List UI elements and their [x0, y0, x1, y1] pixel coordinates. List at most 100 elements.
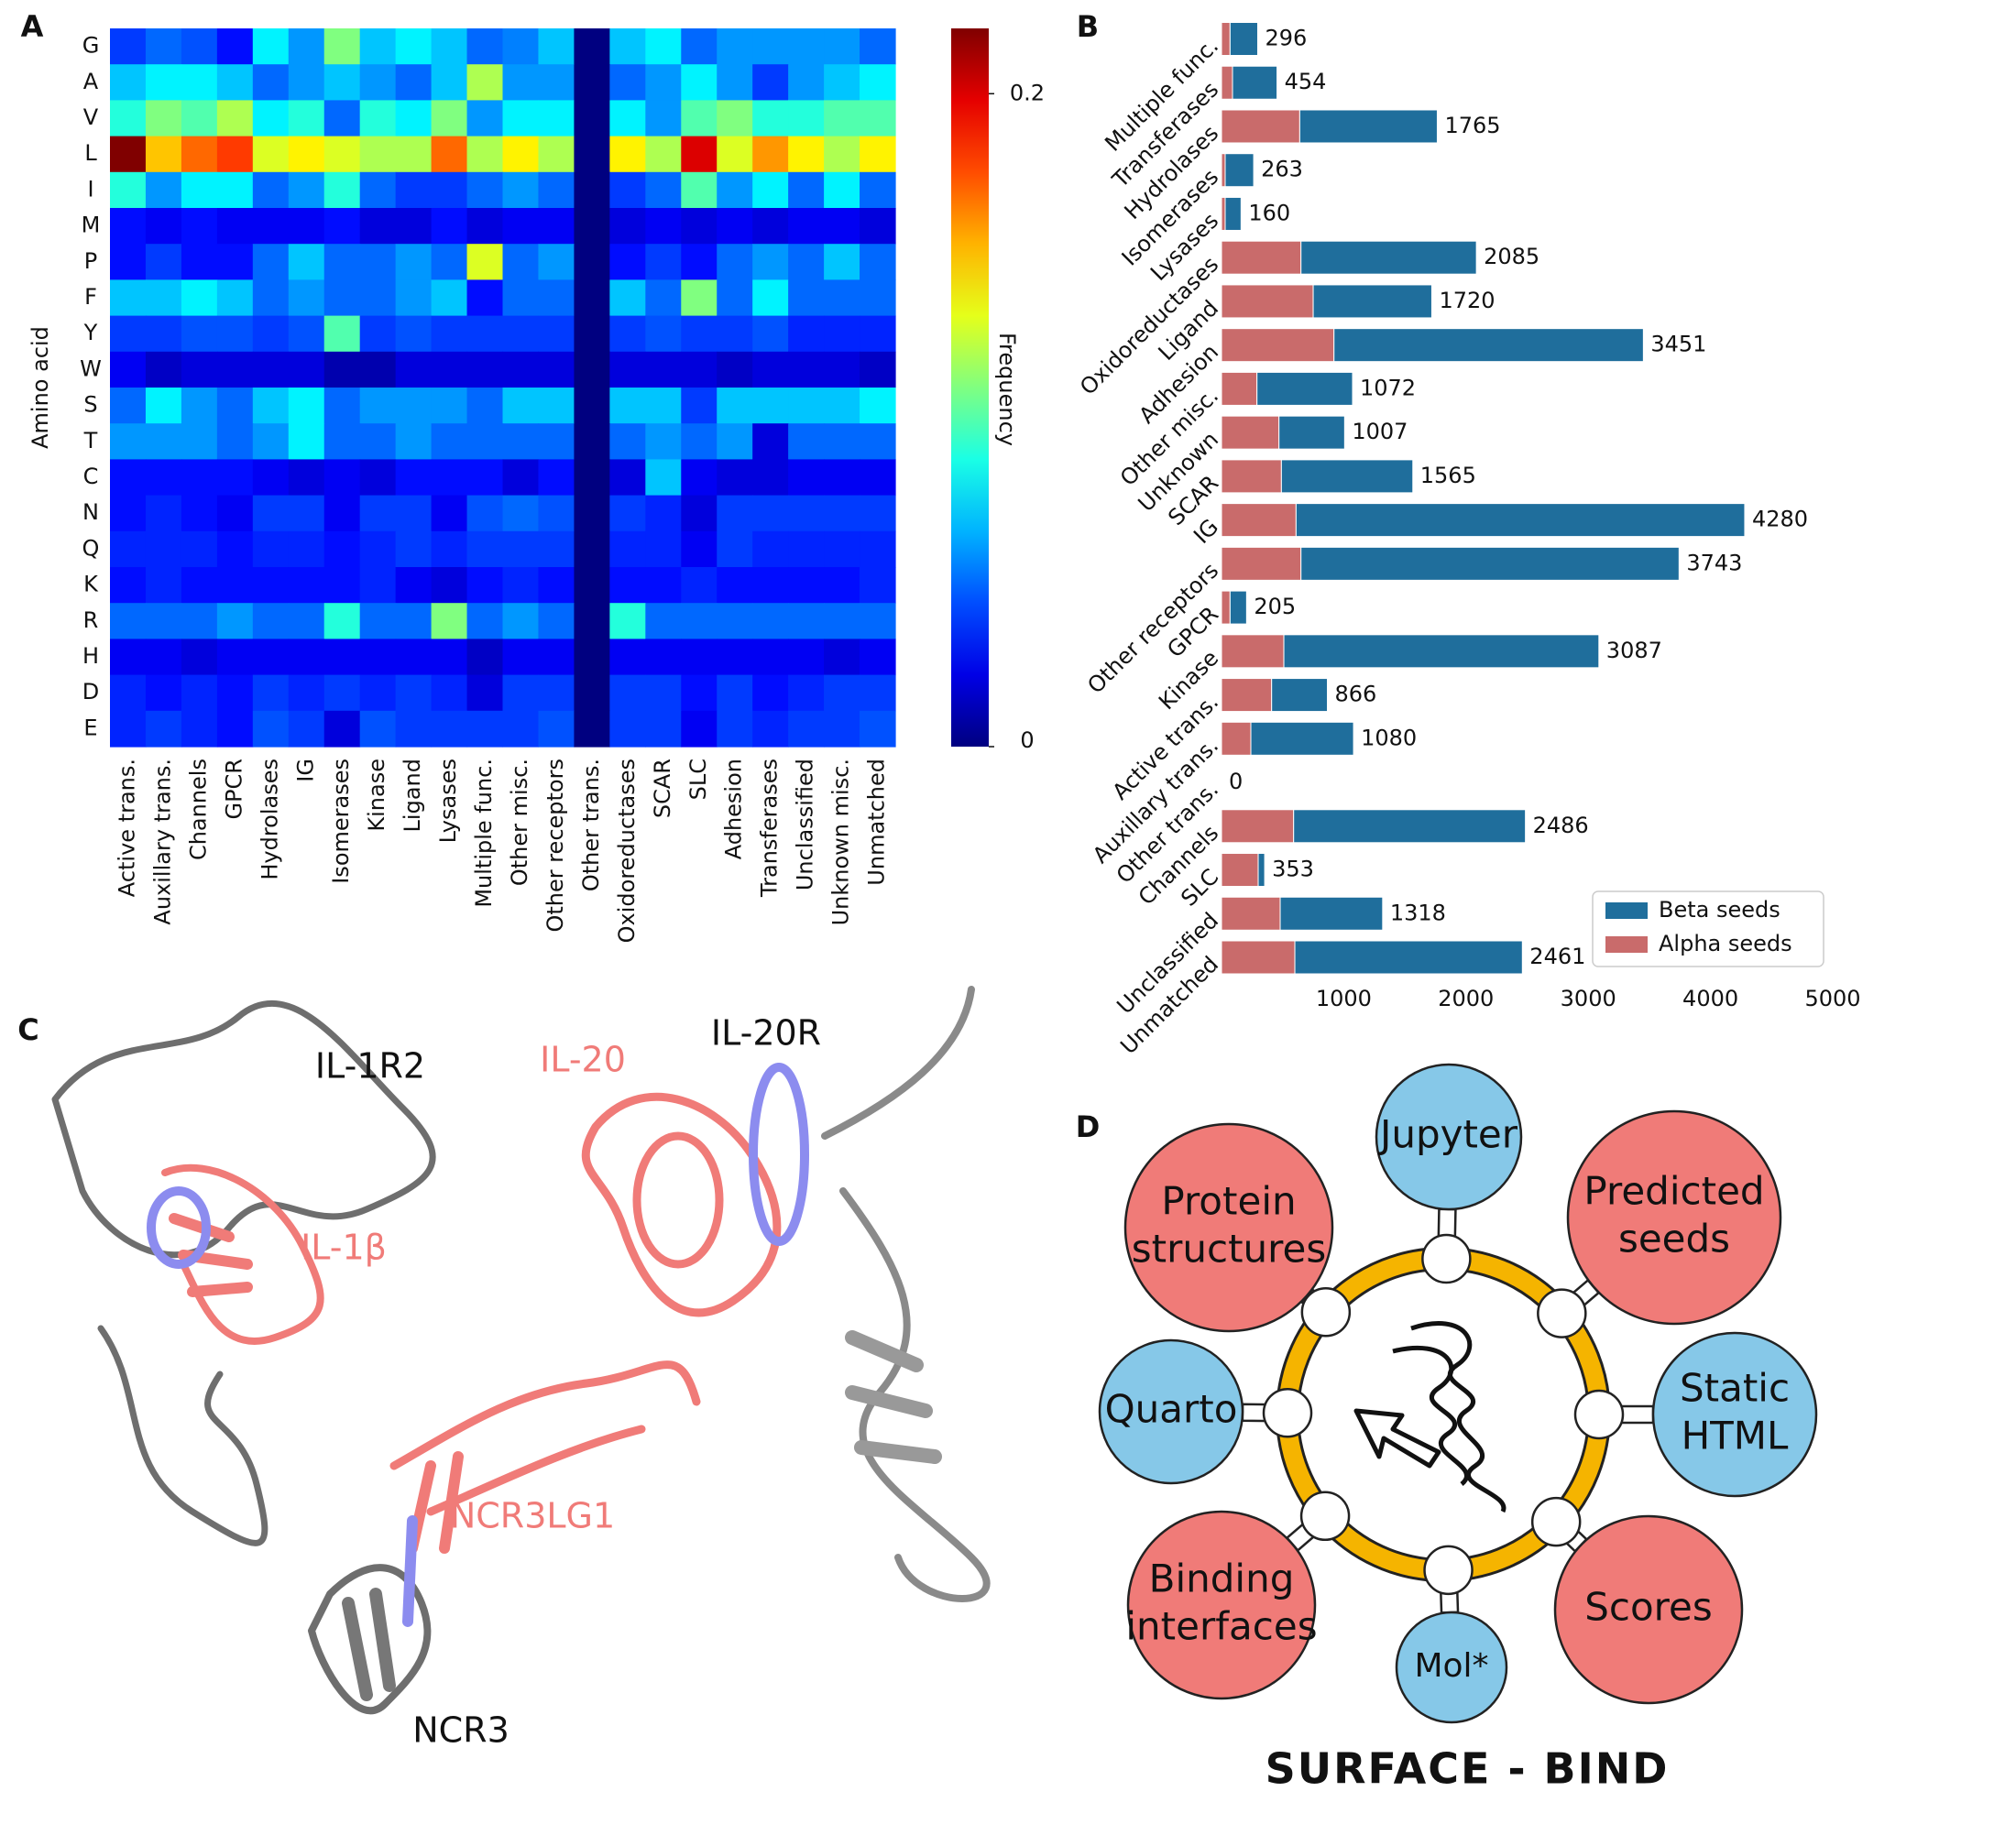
heatmap-cell [323, 136, 361, 173]
heatmap-cell [752, 423, 789, 460]
heatmap-cell [252, 136, 290, 173]
heatmap-cell [502, 423, 540, 460]
heatmap-cell [645, 28, 682, 65]
bar-segment [1221, 678, 1273, 713]
heatmap-cell [216, 459, 254, 497]
heatmap-cell [717, 171, 753, 209]
total-label: 205 [1254, 594, 1296, 619]
heatmap-cell [574, 639, 610, 676]
heatmap-cell [788, 28, 825, 65]
heatmap-cell [323, 674, 361, 712]
column-label: Adhesion [721, 759, 747, 859]
heatmap-cell [752, 208, 789, 245]
node-label: HTML [1682, 1414, 1789, 1458]
heatmap-cell [645, 674, 682, 712]
heatmap-cell [538, 351, 575, 388]
heatmap-cell [216, 64, 254, 101]
bar-segment [1279, 896, 1384, 931]
heatmap-cell [681, 530, 718, 568]
column-label: Hydrolases [257, 759, 282, 880]
heatmap-cell [216, 567, 254, 604]
heatmap-cell [502, 388, 540, 424]
heatmap-cell [359, 171, 397, 209]
heatmap-cell [145, 315, 182, 353]
heatmap-cell [681, 674, 718, 712]
heatmap-cell [395, 279, 433, 317]
total-label: 353 [1272, 857, 1314, 882]
heatmap-cell [574, 603, 610, 639]
heatmap-cell [252, 315, 290, 353]
heatmap-cell [645, 495, 682, 532]
heatmap-cell [181, 710, 218, 748]
column-label: Multiple func. [471, 759, 497, 908]
heatmap-cell [824, 710, 860, 748]
heatmap-cell [538, 603, 575, 639]
heatmap-cell [431, 64, 468, 101]
heatmap-cell [609, 495, 646, 532]
column-label: Other misc. [507, 759, 532, 886]
heatmap-cell [609, 351, 646, 388]
panel-letter: A [21, 9, 44, 44]
structure-label: NCR3 [412, 1710, 509, 1751]
heatmap-cell [717, 495, 753, 532]
bar-segment [1300, 240, 1477, 275]
heatmap-cell [323, 423, 361, 460]
heatmap-cell [824, 315, 860, 353]
heatmap-cell [502, 136, 540, 173]
heatmap-cell [181, 530, 218, 568]
heatmap-cell [860, 279, 896, 317]
heatmap-cell [466, 603, 504, 639]
bar-segment [1229, 22, 1258, 56]
heatmap-cell [860, 100, 896, 137]
heatmap-cell [466, 28, 504, 65]
row-label: L [84, 140, 97, 166]
heatmap-cell [824, 423, 860, 460]
heatmap-cell [110, 530, 147, 568]
heatmap-cell [538, 315, 575, 353]
heatmap-cell [145, 603, 182, 639]
node-label: Scores [1584, 1585, 1713, 1630]
heatmap-cell [252, 171, 290, 209]
heatmap-cell [788, 639, 825, 676]
heatmap-cell [288, 351, 325, 388]
bar-segment [1221, 328, 1335, 363]
heatmap-cell [110, 28, 147, 65]
heatmap-cell [681, 64, 718, 101]
heatmap-cell [288, 567, 325, 604]
heatmap-cell [609, 279, 646, 317]
heatmap-cell [359, 710, 397, 748]
column-label: Other receptors [542, 759, 568, 933]
heatmap-cell [181, 136, 218, 173]
heatmap-cell [110, 674, 147, 712]
heatmap-cell [860, 567, 896, 604]
bar-segment [1221, 940, 1296, 975]
heatmap-cell [538, 136, 575, 173]
heatmap-cell [216, 639, 254, 676]
heatmap-cell [681, 136, 718, 173]
heatmap-cell [145, 674, 182, 712]
total-label: 4280 [1752, 507, 1808, 532]
node-label: interfaces [1125, 1604, 1317, 1649]
heatmap-cell [323, 315, 361, 353]
heatmap-cell [466, 459, 504, 497]
node-circle [1395, 1611, 1508, 1724]
heatmap-cell [717, 64, 753, 101]
heatmap-cell [110, 567, 147, 604]
colorbar-label: Frequency [994, 333, 1020, 446]
heatmap-cell [502, 674, 540, 712]
heatmap-cell [145, 530, 182, 568]
heatmap-cell [181, 423, 218, 460]
heatmap-cell [574, 567, 610, 604]
heatmap-cell [395, 64, 433, 101]
heatmap-cell [860, 64, 896, 101]
heatmap-cell [752, 171, 789, 209]
heatmap-cell [395, 351, 433, 388]
heatmap-cell [574, 64, 610, 101]
heatmap-cell [645, 423, 682, 460]
bar-segment [1221, 240, 1302, 275]
legend-label: Beta seeds [1659, 897, 1780, 923]
bar-segment [1221, 590, 1231, 625]
x-tick-label: 1000 [1316, 986, 1372, 1011]
heatmap-cell [645, 208, 682, 245]
column-label: Other trans. [578, 759, 604, 891]
